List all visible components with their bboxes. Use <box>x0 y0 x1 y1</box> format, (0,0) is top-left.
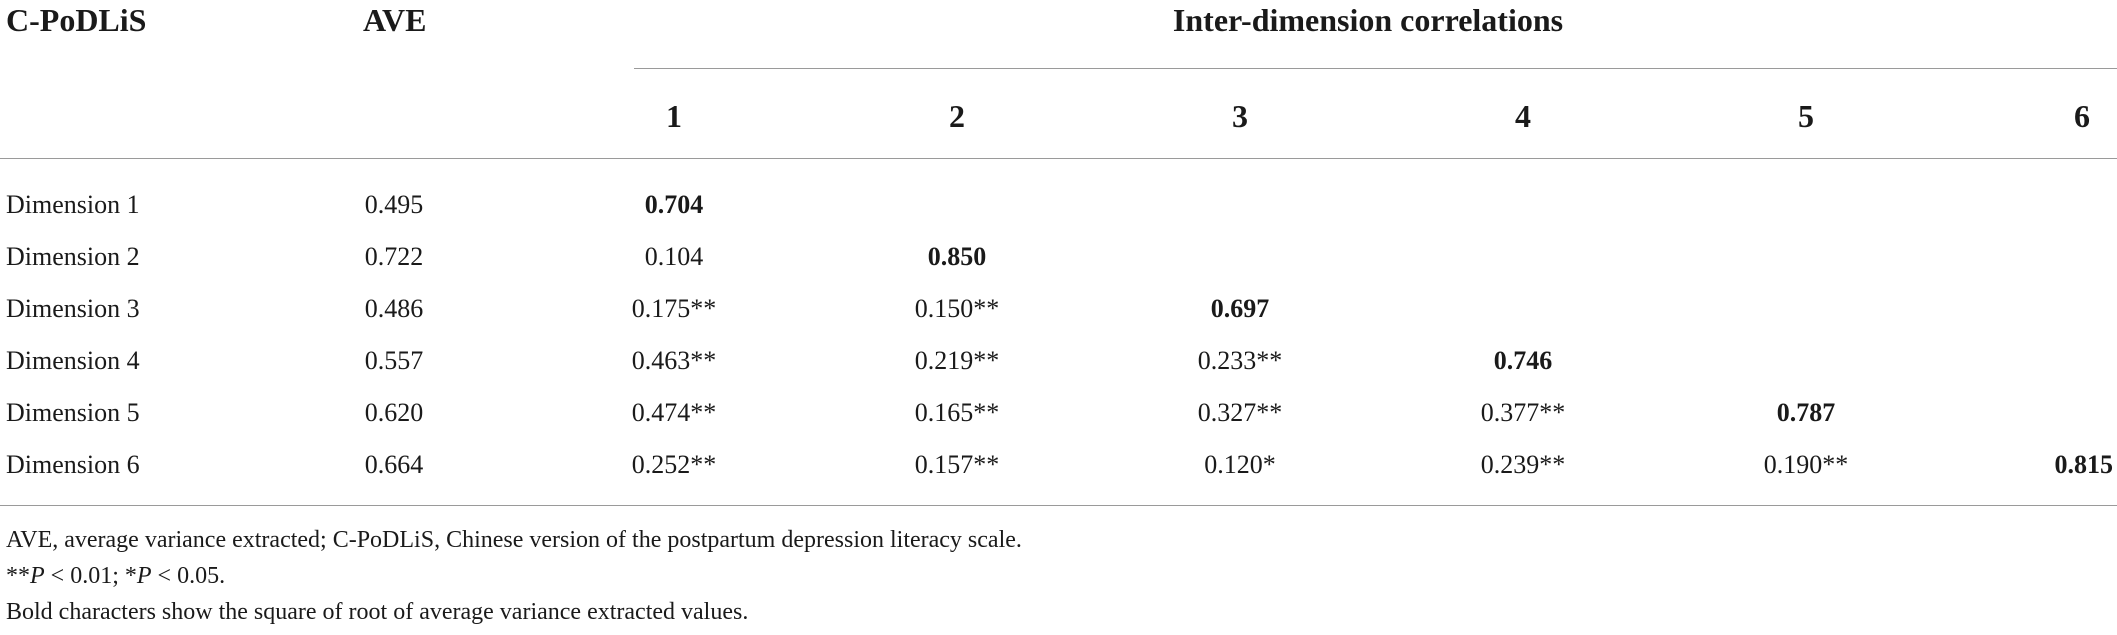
sig-rest-a: < 0.01; * <box>44 563 137 589</box>
row-label: Dimension 6 <box>6 450 140 479</box>
sig-p-a: P <box>30 563 45 589</box>
header-dim-6: 6 <box>2074 98 2090 134</box>
row-ave: 0.495 <box>364 190 424 219</box>
row-label: Dimension 4 <box>6 346 140 375</box>
cell-correlation: 0.463** <box>631 346 717 375</box>
sig-marker-a: ** <box>6 563 30 589</box>
footnote-bold-note: Bold characters show the square of root … <box>6 599 749 625</box>
cell-correlation: 0.474** <box>631 398 717 427</box>
sig-p-b: P <box>136 563 152 589</box>
row-label: Dimension 3 <box>6 294 140 323</box>
table-bottom-rule <box>0 505 2117 506</box>
cell-correlation: 0.219** <box>914 346 1000 375</box>
footnote-abbreviations: AVE, average variance extracted; C-PoDLi… <box>6 527 1022 553</box>
footnote-significance: **P < 0.01; *P < 0.05. <box>6 562 225 590</box>
header-dim-5: 5 <box>1798 98 1814 134</box>
cell-correlation: 0.252** <box>631 450 717 479</box>
header-scale: C-PoDLiS <box>6 2 147 38</box>
header-rule <box>0 158 2117 159</box>
row-ave: 0.722 <box>364 242 424 271</box>
cell-correlation: 0.233** <box>1197 346 1283 375</box>
cell-diagonal: 0.704 <box>644 190 704 219</box>
cell-diagonal: 0.697 <box>1210 294 1270 323</box>
cell-correlation: 0.104 <box>644 242 704 271</box>
cell-correlation: 0.377** <box>1480 398 1566 427</box>
row-ave: 0.557 <box>364 346 424 375</box>
row-ave: 0.664 <box>364 450 424 479</box>
cell-correlation: 0.150** <box>914 294 1000 323</box>
row-label: Dimension 2 <box>6 242 140 271</box>
cell-correlation: 0.190** <box>1763 450 1849 479</box>
cell-diagonal: 0.815 <box>2054 450 2114 479</box>
header-group-label: Inter-dimension correlations <box>1172 2 1564 38</box>
cell-diagonal: 0.787 <box>1776 398 1836 427</box>
group-underline <box>634 68 2117 69</box>
header-dim-4: 4 <box>1515 98 1531 134</box>
cell-correlation: 0.157** <box>914 450 1000 479</box>
row-ave: 0.620 <box>364 398 424 427</box>
cell-correlation: 0.175** <box>631 294 717 323</box>
header-dim-2: 2 <box>949 98 965 134</box>
cell-correlation: 0.165** <box>914 398 1000 427</box>
header-dim-1: 1 <box>666 98 682 134</box>
cell-diagonal: 0.850 <box>927 242 987 271</box>
row-label: Dimension 5 <box>6 398 140 427</box>
cell-correlation: 0.239** <box>1480 450 1566 479</box>
header-ave: AVE <box>363 2 427 38</box>
row-label: Dimension 1 <box>6 190 140 219</box>
sig-rest-b: < 0.05. <box>151 563 226 589</box>
cell-correlation: 0.120* <box>1204 450 1276 479</box>
cell-diagonal: 0.746 <box>1493 346 1553 375</box>
header-dim-3: 3 <box>1232 98 1248 134</box>
row-ave: 0.486 <box>364 294 424 323</box>
cell-correlation: 0.327** <box>1197 398 1283 427</box>
